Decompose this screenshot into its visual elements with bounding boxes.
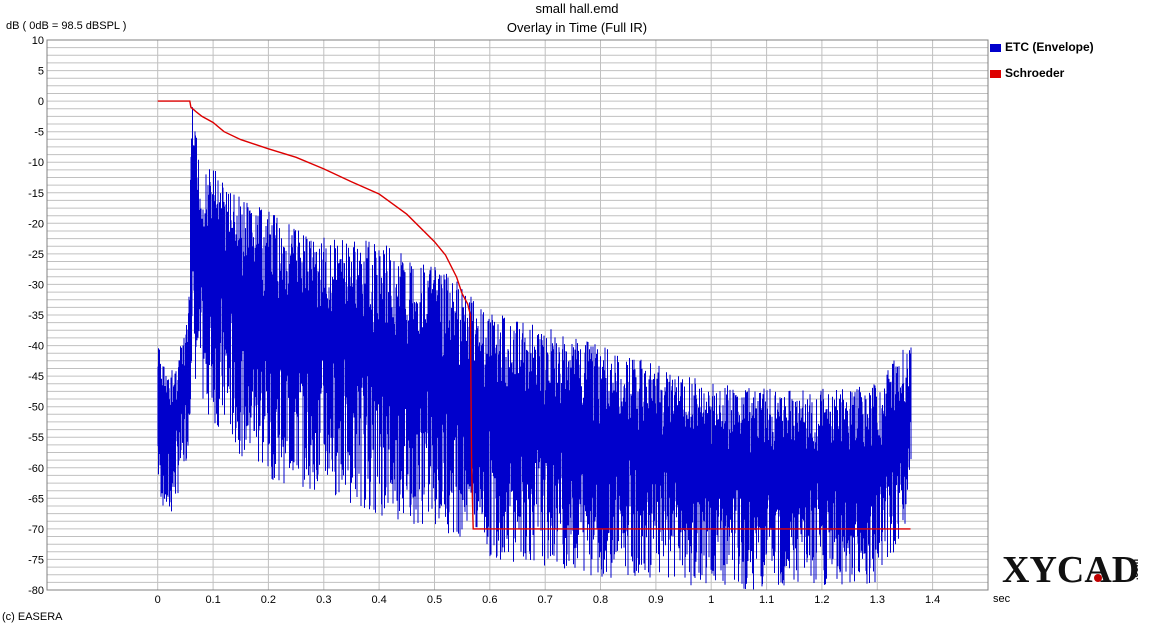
plot-frame xyxy=(46,39,989,591)
y-tick-label: -50 xyxy=(28,402,44,414)
x-tick-label: 0 xyxy=(155,594,161,606)
y-tick-label: -70 xyxy=(28,524,44,536)
x-tick-labels: 0 0.1 0.2 0.3 0.4 0.5 0.6 0.7 0.8 0.9 1 1.1 1.2 1.3 1.… xyxy=(155,594,941,606)
series-layer xyxy=(157,100,912,590)
y-tick-label: -75 xyxy=(28,554,44,566)
y-tick-label: -60 xyxy=(28,463,44,475)
y-tick-label: -20 xyxy=(28,218,44,230)
legend-label-etc: ETC (Envelope) xyxy=(1005,40,1094,54)
x-tick-label: 0.6 xyxy=(482,594,497,606)
y-tick-label: -45 xyxy=(28,371,44,383)
y-tick-label: -35 xyxy=(28,310,44,322)
y-tick-label: -25 xyxy=(28,249,44,261)
y-axis-caption: dB ( 0dB = 98.5 dBSPL ) xyxy=(6,20,127,32)
x-tick-label: 0.2 xyxy=(261,594,276,606)
y-tick-label: -10 xyxy=(28,157,44,169)
y-tick-label: -15 xyxy=(28,188,44,200)
copyright-footer: (c) EASERA xyxy=(2,611,63,623)
y-tick-label: -80 xyxy=(28,585,44,597)
plot-area: 1050-5-10-15-20-25-30-35-40-45-50-55-60-… xyxy=(28,35,989,606)
legend-item-etc[interactable]: ETC (Envelope) xyxy=(990,40,1094,54)
y-tick-label: -40 xyxy=(28,341,44,353)
logo-note-icon xyxy=(1094,574,1102,582)
x-tick-label: 1.3 xyxy=(870,594,885,606)
chart-subtitle: Overlay in Time (Full IR) xyxy=(506,20,648,35)
xycad-logo: XYCAD .com xyxy=(1002,549,1140,590)
series-schroeder-line xyxy=(157,100,911,530)
logo-text: XYCAD xyxy=(1002,549,1139,590)
x-tick-label: 0.1 xyxy=(205,594,220,606)
x-tick-label: 1.4 xyxy=(925,594,940,606)
x-tick-label: 1.2 xyxy=(814,594,829,606)
y-tick-label: 0 xyxy=(38,96,44,108)
y-tick-label: 10 xyxy=(32,35,44,47)
x-axis-unit: sec xyxy=(993,593,1011,605)
series-etc-envelope xyxy=(157,107,912,590)
y-tick-label: 5 xyxy=(38,66,44,78)
legend-swatch-etc xyxy=(990,43,1001,52)
chart-title: small hall.emd xyxy=(535,1,619,16)
x-tick-label: 1 xyxy=(708,594,714,606)
x-tick-label: 0.4 xyxy=(371,594,386,606)
x-tick-label: 1.1 xyxy=(759,594,774,606)
x-tick-label: 0.7 xyxy=(538,594,553,606)
y-tick-label: -65 xyxy=(28,493,44,505)
y-tick-label: -30 xyxy=(28,279,44,291)
legend-label-schroeder: Schroeder xyxy=(1005,66,1065,80)
y-tick-labels: 10 5 0 -5 -10 -15 -20 -25 -30 -35 -40 -45 -50 -55 -60 -… xyxy=(28,35,44,597)
legend-item-schroeder[interactable]: Schroeder xyxy=(990,66,1064,80)
logo-suffix: .com xyxy=(1130,559,1140,580)
x-tick-label: 0.9 xyxy=(648,594,663,606)
legend-swatch-schroeder xyxy=(990,69,1001,78)
x-tick-label: 0.8 xyxy=(593,594,608,606)
x-tick-label: 0.5 xyxy=(427,594,442,606)
y-tick-label: -5 xyxy=(34,127,44,139)
x-tick-label: 0.3 xyxy=(316,594,331,606)
y-tick-label: -55 xyxy=(28,432,44,444)
